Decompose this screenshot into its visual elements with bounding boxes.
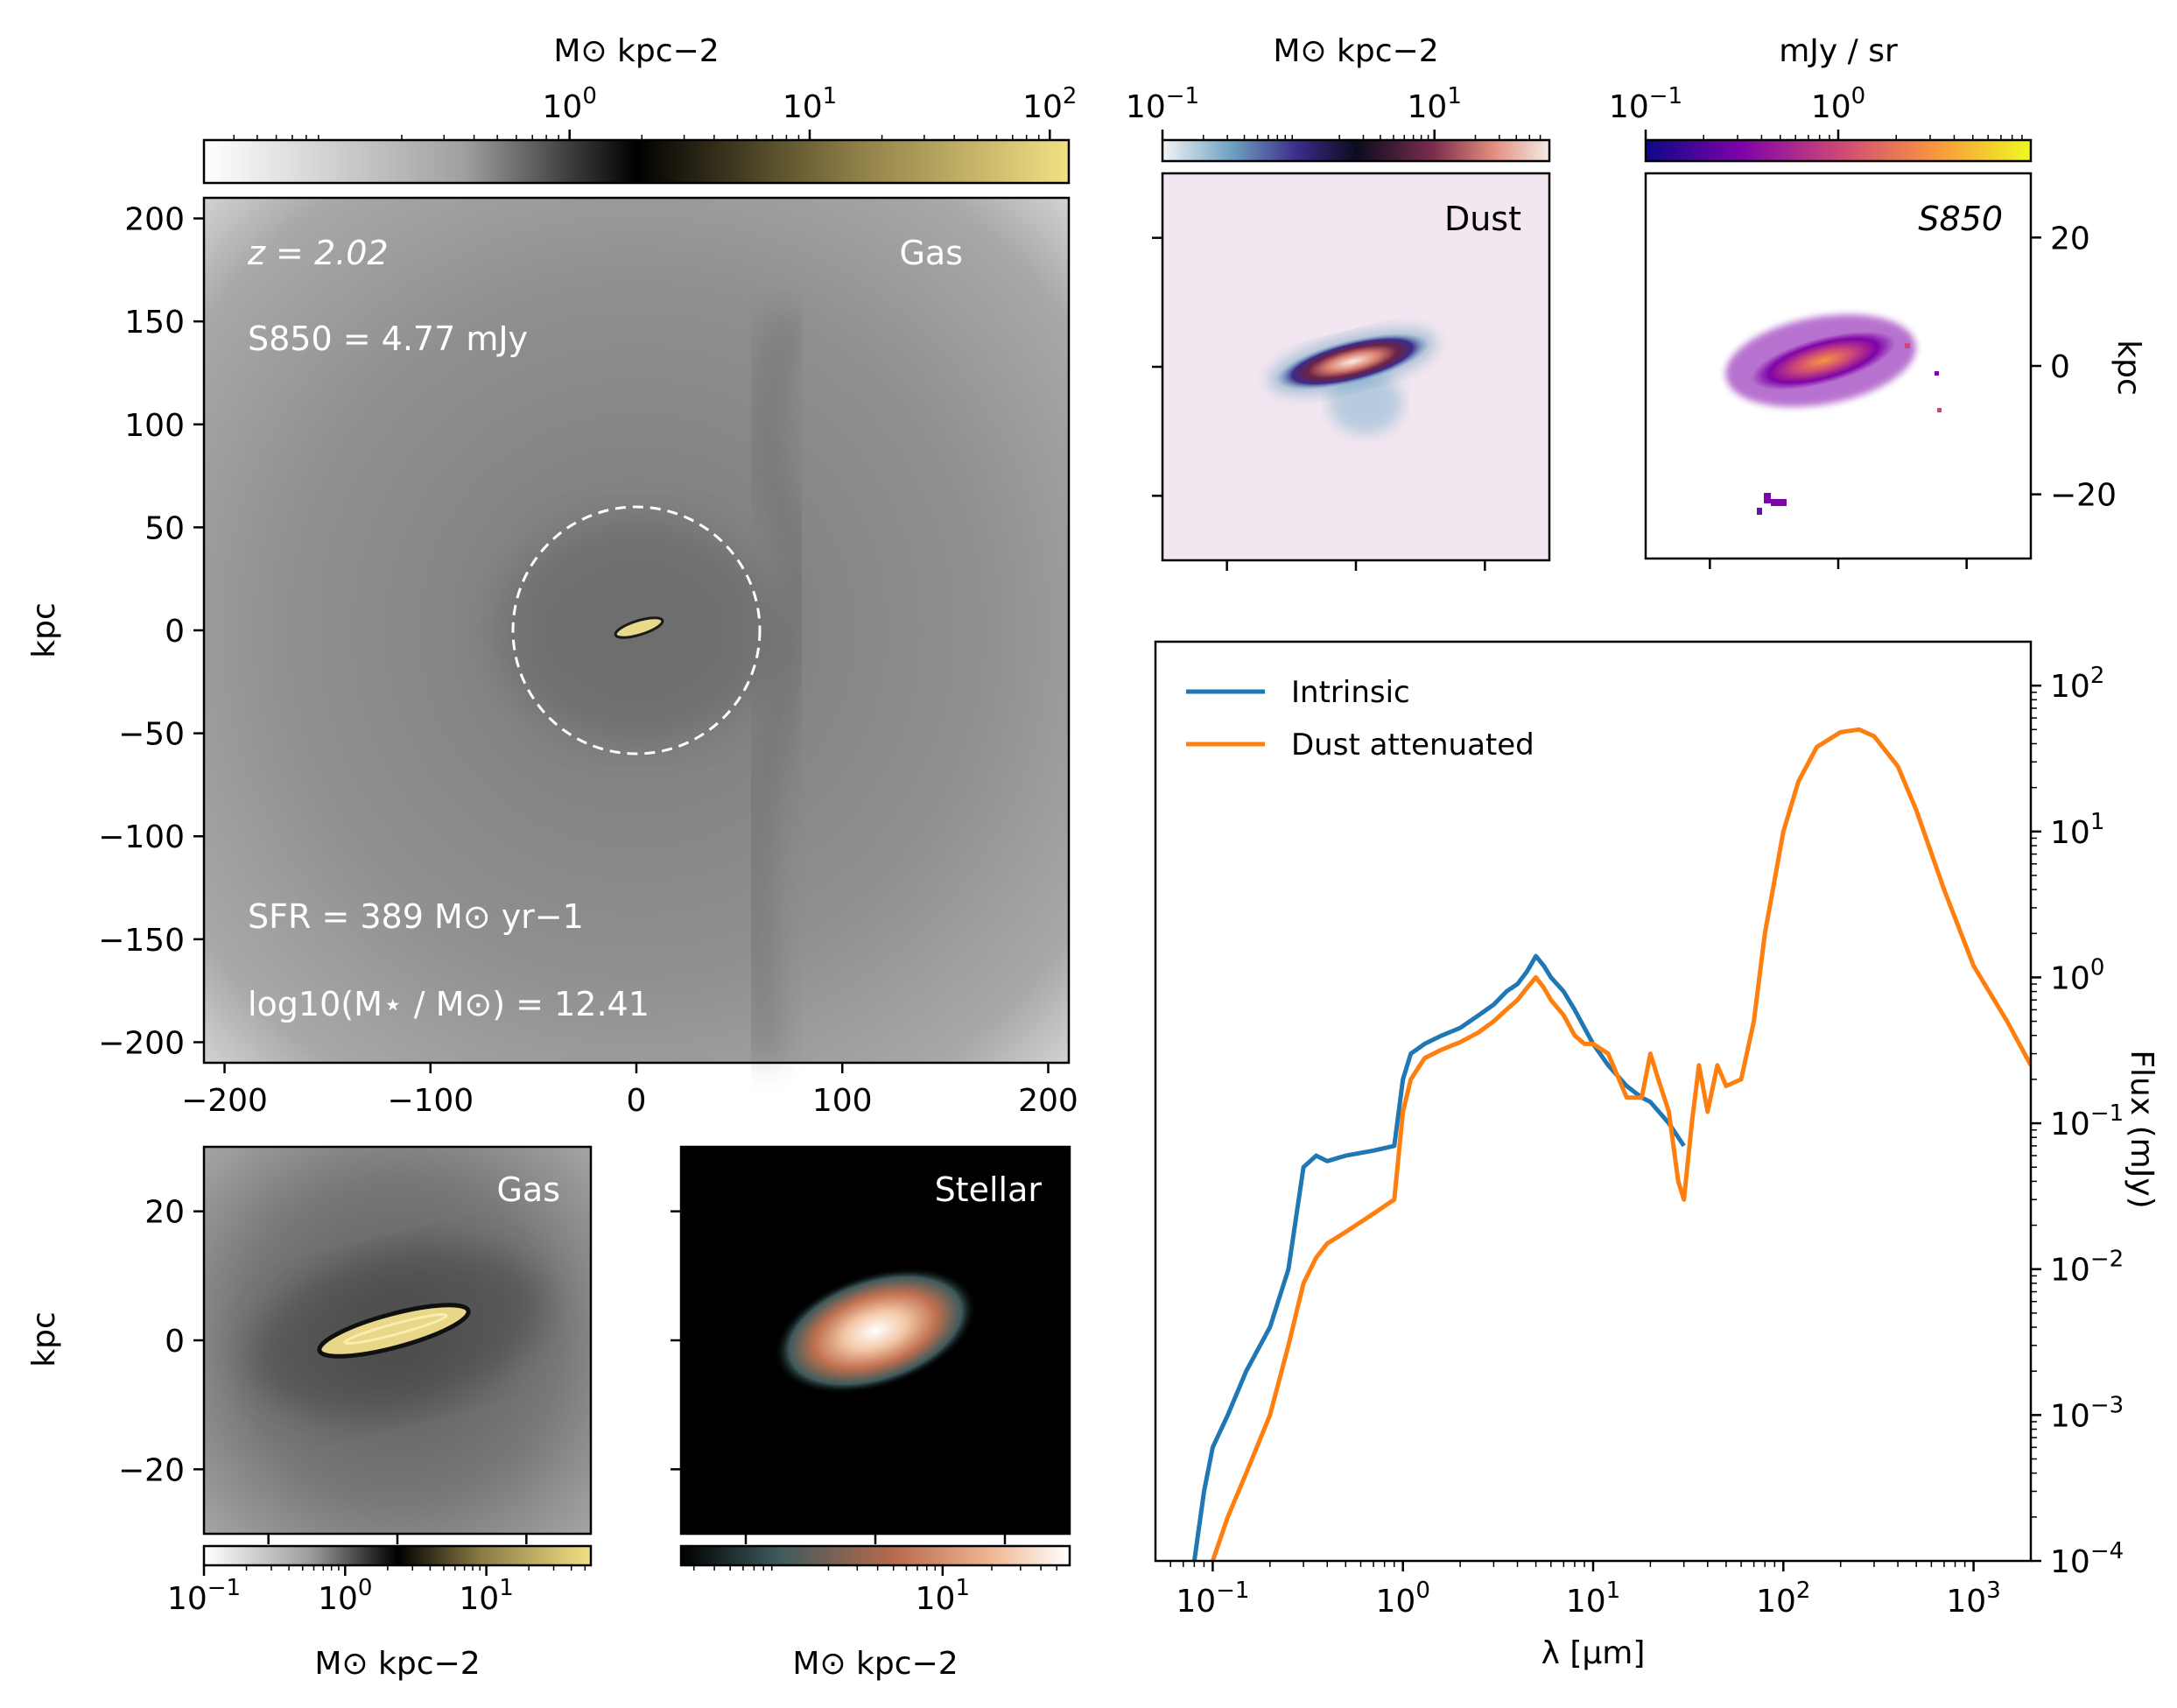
colorbar-tick-label: 10−1	[1126, 83, 1199, 125]
aperture-circle	[511, 505, 762, 756]
gas-map-ylabel: kpc	[26, 602, 62, 658]
y-tick-label: 0	[2050, 349, 2070, 385]
y-tick-label: 100	[124, 408, 185, 444]
colorbar-tick-label: 100	[543, 83, 597, 125]
sed-legend: Intrinsic Dust attenuated	[1186, 675, 1534, 763]
gas-colorbar: 100 101 102 M⊙ kpc−2	[202, 33, 1077, 185]
colorbar-tick-label: 101	[783, 83, 837, 125]
y-tick-label: 0	[165, 1324, 185, 1360]
s850-title: S850	[1918, 200, 2003, 238]
series-line-dust-attenuated	[1211, 727, 2031, 1561]
y-tick-label: 20	[144, 1195, 185, 1231]
dust-colorbar: 10−1 101 M⊙ kpc−2	[1126, 33, 1551, 163]
s850-colorbar: 10−1 100 mJy / sr	[1609, 33, 2033, 163]
dust-title: Dust	[1444, 200, 1521, 238]
y-tick-label: 20	[2050, 221, 2090, 257]
colorbar-tick-label: 10−1	[167, 1575, 241, 1617]
y-tick-label: −200	[98, 1025, 185, 1061]
redshift-label: z = 2.02	[247, 234, 389, 272]
sfr-label: SFR = 389 M⊙ yr−1	[248, 897, 584, 936]
colorbar-tick-label: 102	[1022, 83, 1077, 125]
x-tick-label: 0	[627, 1083, 647, 1119]
x-tick-label: −200	[181, 1083, 268, 1119]
stellar-map-axes	[671, 1210, 1007, 1544]
x-tick-label: −100	[387, 1083, 474, 1119]
s850-colorbar-label: mJy / sr	[1779, 33, 1898, 69]
x-tick-label: 10−1	[1176, 1578, 1249, 1620]
sed-axes: 10−1 100 101 102 103 10−4 10−3 10−2 10−1 100 101 10…	[1169, 663, 2124, 1620]
dust-colorbar-label: M⊙ kpc−2	[1273, 33, 1438, 69]
stellar-mass-label: log10(M⋆ / M⊙) = 12.41	[248, 985, 650, 1023]
gas-title: Gas	[899, 234, 963, 272]
stellar-title: Stellar	[935, 1170, 1043, 1209]
y-tick-label: −20	[118, 1452, 185, 1488]
legend-label-intrinsic: Intrinsic	[1291, 675, 1410, 710]
y-tick-label: 0	[165, 614, 185, 650]
y-tick-label: 50	[144, 510, 185, 546]
colorbar-tick-label: 100	[318, 1575, 372, 1617]
y-tick-label: 150	[124, 305, 185, 341]
x-tick-label: 101	[1566, 1578, 1620, 1620]
gas-zoom-ylabel: kpc	[26, 1311, 62, 1367]
sed-xlabel: λ [μm]	[1541, 1635, 1646, 1671]
s850-map-ylabel: kpc	[2110, 340, 2146, 396]
y-tick-label: 101	[2050, 809, 2104, 851]
x-tick-label: 102	[1756, 1578, 1810, 1620]
y-tick-label: −20	[2050, 478, 2117, 514]
gas-map-zoom: Gas	[202, 1145, 593, 1536]
dust-map-axes	[1152, 236, 1486, 571]
y-tick-label: −100	[98, 819, 185, 855]
x-tick-label: 103	[1946, 1578, 2000, 1620]
colorbar-tick-label: 101	[459, 1575, 513, 1617]
y-tick-label: 10−3	[2050, 1392, 2124, 1434]
s850-label: S850 = 4.77 mJy	[248, 320, 528, 358]
stellar-map: Stellar	[679, 1145, 1071, 1536]
s850-map-axes: −20 0 20	[1709, 221, 2117, 569]
x-tick-label: 100	[1376, 1578, 1430, 1620]
y-tick-label: 100	[2050, 954, 2104, 996]
galaxy-disk	[614, 616, 664, 639]
y-tick-label: 200	[124, 202, 185, 238]
stellar-colorbar: 101 M⊙ kpc−2	[679, 1544, 1071, 1682]
sed-plot	[1154, 640, 2033, 1563]
legend-label-attenuated: Dust attenuated	[1291, 727, 1534, 763]
x-tick-label: 200	[1018, 1083, 1078, 1119]
y-tick-label: −50	[118, 717, 185, 753]
colorbar-tick-label: 101	[916, 1575, 970, 1617]
y-tick-label: 102	[2050, 663, 2104, 705]
y-tick-label: 10−2	[2050, 1247, 2124, 1289]
y-tick-label: 10−4	[2050, 1538, 2124, 1580]
gas-zoom-axes: −20 0 20	[118, 1195, 528, 1544]
y-tick-label: −150	[98, 923, 185, 959]
gas-map-axes: −200 −100 0 100 200 −200 −150 −100 −50 0 50 100 150 2…	[98, 202, 1078, 1119]
gas-zoom-colorbar: 10−1 100 101 M⊙ kpc−2	[167, 1544, 593, 1682]
colorbar-tick-label: 10−1	[1609, 83, 1682, 125]
x-tick-label: 100	[812, 1083, 873, 1119]
stellar-colorbar-label: M⊙ kpc−2	[792, 1646, 958, 1682]
colorbar-tick-label: 101	[1408, 83, 1462, 125]
dust-map: Dust	[1161, 172, 1551, 562]
gas-zoom-colorbar-label: M⊙ kpc−2	[314, 1646, 480, 1682]
sed-ylabel: Flux (mJy)	[2124, 1050, 2159, 1208]
gas-map-large: Gas z = 2.02 S850 = 4.77 mJy SFR = 389 M…	[202, 196, 1071, 1065]
gas-zoom-title: Gas	[496, 1170, 560, 1209]
y-tick-label: 10−1	[2050, 1100, 2124, 1142]
s850-map: S850	[1644, 172, 2033, 560]
colorbar-tick-label: 100	[1811, 83, 1865, 125]
gas-colorbar-label: M⊙ kpc−2	[553, 33, 719, 69]
